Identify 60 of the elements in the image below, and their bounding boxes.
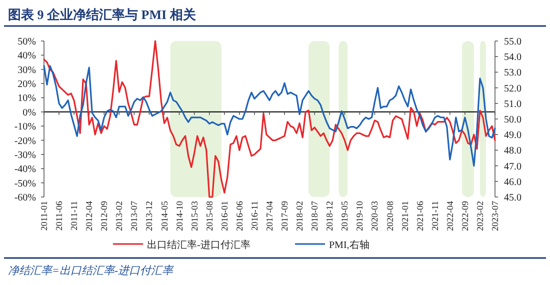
y2-tick-label: 55.0 bbox=[504, 36, 522, 48]
y2-tick-label: 49.0 bbox=[504, 130, 522, 142]
y-tick-label: 10% bbox=[18, 93, 36, 104]
x-tick-label: 2018-12 bbox=[324, 201, 335, 231]
x-tick-label: 2013-07 bbox=[129, 200, 140, 231]
y2-tick-label: 54.0 bbox=[504, 52, 522, 64]
x-tick-label: 2014-05 bbox=[159, 200, 170, 231]
x-tick-label: 2013-02 bbox=[114, 201, 124, 231]
y2-tick-label: 53.0 bbox=[504, 68, 522, 79]
x-tick-label: 2012-09 bbox=[99, 200, 110, 231]
y-tick-label: 20% bbox=[18, 79, 36, 90]
x-tick-label: 2018-07 bbox=[310, 200, 320, 231]
x-tick-label: 2014-10 bbox=[174, 200, 184, 231]
y-tick-label: -20% bbox=[14, 136, 36, 147]
y-tick-label: -40% bbox=[14, 164, 36, 176]
y-tick-label: 50% bbox=[18, 36, 36, 48]
x-tick-label: 2021-06 bbox=[414, 200, 425, 231]
line-series bbox=[43, 65, 496, 167]
y-tick-label: -30% bbox=[14, 150, 36, 161]
x-tick-label: 2011-06 bbox=[54, 200, 64, 231]
y-tick-label: -50% bbox=[14, 178, 36, 190]
y-tick-label: 30% bbox=[18, 64, 36, 76]
x-tick-label: 2015-08 bbox=[204, 200, 214, 231]
text: 净结汇率=出口结汇率-进口付汇率 bbox=[8, 264, 174, 277]
y2-tick-label: 50.0 bbox=[504, 114, 522, 126]
y-tick-label: -60% bbox=[14, 192, 36, 204]
x-tick-label: 2023-07 bbox=[490, 200, 500, 231]
y2-tick-label: 51.0 bbox=[504, 98, 522, 110]
legend-label: PMI,右轴 bbox=[329, 239, 370, 251]
x-tick-label: 2021-11 bbox=[430, 201, 440, 231]
line-series bbox=[43, 40, 496, 198]
y2-tick-label: 48.0 bbox=[504, 146, 522, 157]
x-tick-label: 2016-01 bbox=[219, 201, 230, 231]
legend-label: 出口结汇率-进口付汇率 bbox=[147, 239, 250, 251]
x-tick-label: 2011-11 bbox=[69, 201, 80, 230]
y2-tick-label: 52.0 bbox=[504, 83, 522, 94]
x-tick-label: 2019-10 bbox=[354, 200, 365, 231]
x-tick-label: 2016-11 bbox=[249, 201, 260, 231]
x-tick-label: 2021-01 bbox=[400, 201, 410, 231]
x-tick-label: 2018-02 bbox=[294, 201, 305, 231]
y-tick-label: -10% bbox=[14, 122, 36, 133]
y2-tick-label: 47.0 bbox=[504, 161, 522, 172]
x-tick-label: 2013-12 bbox=[144, 201, 154, 231]
x-tick-label: 2020-08 bbox=[384, 200, 395, 231]
x-tick-label: 2017-09 bbox=[280, 200, 290, 231]
y2-tick-label: 46.0 bbox=[504, 176, 522, 188]
x-tick-label: 2019-05 bbox=[340, 200, 350, 231]
x-tick-label: 2017-04 bbox=[264, 200, 274, 231]
x-tick-label: 2022-04 bbox=[444, 200, 455, 231]
x-tick-label: 2022-09 bbox=[460, 200, 470, 231]
y-tick-label: 0% bbox=[22, 107, 36, 118]
y2-tick-label: 45.0 bbox=[504, 192, 522, 204]
chart-title: 图表 9 企业净结汇率与 PMI 相关 bbox=[8, 7, 197, 22]
x-tick-label: 2023-02 bbox=[474, 201, 485, 231]
y-tick-label: 40% bbox=[18, 50, 36, 62]
x-tick-label: 2012-04 bbox=[84, 200, 94, 231]
x-tick-label: 2020-03 bbox=[370, 200, 380, 231]
x-tick-label: 2016-06 bbox=[234, 200, 244, 231]
x-tick-label: 2015-03 bbox=[189, 200, 200, 231]
x-tick-label: 2011-01 bbox=[39, 201, 49, 231]
